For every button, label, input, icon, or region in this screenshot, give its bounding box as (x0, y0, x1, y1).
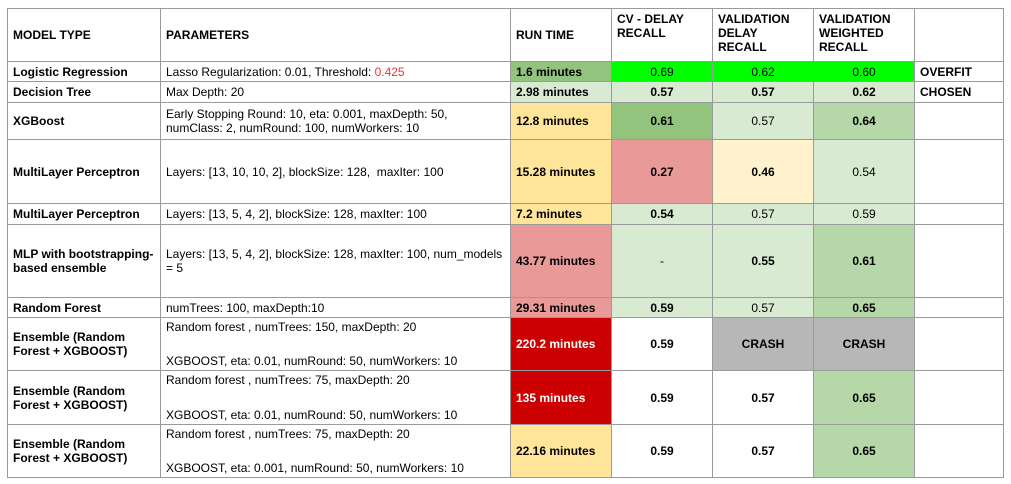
run-time-cell: 43.77 minutes (510, 224, 612, 298)
header-row: MODEL TYPE PARAMETERS RUN TIME CV - DELA… (7, 8, 1004, 62)
parameters-line-1: Random forest , numTrees: 150, maxDepth:… (166, 320, 417, 334)
table-row: XGBoost Early Stopping Round: 10, eta: 0… (7, 102, 1004, 140)
parameters-line-2: XGBOOST, eta: 0.01, numRound: 50, numWor… (166, 354, 458, 368)
parameters-cell: Early Stopping Round: 10, eta: 0.001, ma… (160, 102, 511, 140)
cv-delay-recall-cell: 0.69 (611, 61, 713, 82)
table-row: Decision Tree Max Depth: 20 2.98 minutes… (7, 81, 1004, 103)
model-type-cell: MultiLayer Perceptron (7, 139, 161, 204)
cv-delay-recall-cell: 0.27 (611, 139, 713, 204)
note-cell (914, 224, 1004, 298)
run-time-cell: 12.8 minutes (510, 102, 612, 140)
parameters-cell: Layers: [13, 5, 4, 2], blockSize: 128, m… (160, 203, 511, 225)
parameters-cell: numTrees: 100, maxDepth:10 (160, 297, 511, 318)
run-time-cell: 1.6 minutes (510, 61, 612, 82)
note-cell (914, 424, 1004, 478)
run-time-cell: 22.16 minutes (510, 424, 612, 478)
validation-weighted-recall-cell: 0.65 (813, 297, 915, 318)
note-cell: OVERFIT (914, 61, 1004, 82)
validation-delay-recall-cell: 0.62 (712, 61, 814, 82)
validation-delay-recall-cell: 0.55 (712, 224, 814, 298)
validation-weighted-recall-cell: 0.59 (813, 203, 915, 225)
cv-delay-recall-cell: 0.59 (611, 297, 713, 318)
note-cell: CHOSEN (914, 81, 1004, 103)
parameters-cell: Layers: [13, 5, 4, 2], blockSize: 128, m… (160, 224, 511, 298)
note-cell (914, 297, 1004, 318)
validation-weighted-recall-cell: 0.61 (813, 224, 915, 298)
cv-delay-recall-cell: 0.57 (611, 81, 713, 103)
cv-delay-recall-cell: 0.59 (611, 370, 713, 425)
table-row: Random Forest numTrees: 100, maxDepth:10… (7, 297, 1004, 318)
validation-delay-recall-cell: CRASH (712, 317, 814, 371)
validation-weighted-recall-cell: 0.64 (813, 102, 915, 140)
cv-delay-recall-cell: 0.59 (611, 424, 713, 478)
run-time-cell: 7.2 minutes (510, 203, 612, 225)
parameters-cell: Random forest , numTrees: 75, maxDepth: … (160, 370, 511, 425)
threshold-value: 0.425 (374, 64, 405, 79)
model-type-cell: Ensemble (Random Forest + XGBOOST) (7, 424, 161, 478)
validation-weighted-recall-cell: 0.65 (813, 424, 915, 478)
parameters-line-2: XGBOOST, eta: 0.001, numRound: 50, numWo… (166, 461, 464, 475)
parameters-line-1: Random forest , numTrees: 75, maxDepth: … (166, 427, 410, 441)
run-time-cell: 135 minutes (510, 370, 612, 425)
cv-delay-recall-cell: 0.61 (611, 102, 713, 140)
run-time-cell: 220.2 minutes (510, 317, 612, 371)
validation-weighted-recall-cell: 0.54 (813, 139, 915, 204)
note-cell (914, 370, 1004, 425)
model-type-cell: Logistic Regression (7, 61, 161, 82)
parameters-cell: Random forest , numTrees: 150, maxDepth:… (160, 317, 511, 371)
parameters-line-1: Random forest , numTrees: 75, maxDepth: … (166, 373, 410, 387)
cv-delay-recall-cell: - (611, 224, 713, 298)
note-cell (914, 203, 1004, 225)
parameters-text: Lasso Regularization: 0.01, Threshold: (166, 64, 375, 79)
parameters-cell: Max Depth: 20 (160, 81, 511, 103)
table-row: Ensemble (Random Forest + XGBOOST) Rando… (7, 317, 1004, 371)
table-row: MultiLayer Perceptron Layers: [13, 10, 1… (7, 139, 1004, 204)
run-time-cell: 15.28 minutes (510, 139, 612, 204)
validation-delay-recall-cell: 0.57 (712, 424, 814, 478)
run-time-cell: 29.31 minutes (510, 297, 612, 318)
header-validation-weighted-recall: VALIDATION WEIGHTED RECALL (813, 8, 915, 62)
table-row: Ensemble (Random Forest + XGBOOST) Rando… (7, 424, 1004, 478)
validation-delay-recall-cell: 0.57 (712, 297, 814, 318)
table-row: Ensemble (Random Forest + XGBOOST) Rando… (7, 370, 1004, 425)
validation-weighted-recall-cell: 0.60 (813, 61, 915, 82)
header-note (914, 8, 1004, 62)
cv-delay-recall-cell: 0.54 (611, 203, 713, 225)
note-cell (914, 317, 1004, 371)
parameters-cell: Lasso Regularization: 0.01, Threshold: 0… (160, 61, 511, 82)
validation-delay-recall-cell: 0.57 (712, 102, 814, 140)
validation-weighted-recall-cell: 0.62 (813, 81, 915, 103)
validation-weighted-recall-cell: CRASH (813, 317, 915, 371)
parameters-cell: Random forest , numTrees: 75, maxDepth: … (160, 424, 511, 478)
header-run-time: RUN TIME (510, 8, 612, 62)
header-validation-delay-recall: VALIDATION DELAY RECALL (712, 8, 814, 62)
run-time-cell: 2.98 minutes (510, 81, 612, 103)
model-type-cell: Ensemble (Random Forest + XGBOOST) (7, 317, 161, 371)
validation-weighted-recall-cell: 0.65 (813, 370, 915, 425)
header-cv-delay-recall: CV - DELAY RECALL (611, 8, 713, 62)
parameters-line-2: XGBOOST, eta: 0.01, numRound: 50, numWor… (166, 408, 458, 422)
validation-delay-recall-cell: 0.57 (712, 203, 814, 225)
table-row: MLP with bootstrapping-based ensemble La… (7, 224, 1004, 298)
validation-delay-recall-cell: 0.46 (712, 139, 814, 204)
model-type-cell: Ensemble (Random Forest + XGBOOST) (7, 370, 161, 425)
parameters-cell: Layers: [13, 10, 10, 2], blockSize: 128,… (160, 139, 511, 204)
header-parameters: PARAMETERS (160, 8, 511, 62)
header-model-type: MODEL TYPE (7, 8, 161, 62)
validation-delay-recall-cell: 0.57 (712, 81, 814, 103)
model-type-cell: MLP with bootstrapping-based ensemble (7, 224, 161, 298)
model-type-cell: MultiLayer Perceptron (7, 203, 161, 225)
note-cell (914, 102, 1004, 140)
cv-delay-recall-cell: 0.59 (611, 317, 713, 371)
model-type-cell: XGBoost (7, 102, 161, 140)
model-comparison-table: MODEL TYPE PARAMETERS RUN TIME CV - DELA… (7, 8, 1004, 478)
model-type-cell: Random Forest (7, 297, 161, 318)
table-row: MultiLayer Perceptron Layers: [13, 5, 4,… (7, 203, 1004, 225)
validation-delay-recall-cell: 0.57 (712, 370, 814, 425)
note-cell (914, 139, 1004, 204)
model-type-cell: Decision Tree (7, 81, 161, 103)
table-row: Logistic Regression Lasso Regularization… (7, 61, 1004, 82)
